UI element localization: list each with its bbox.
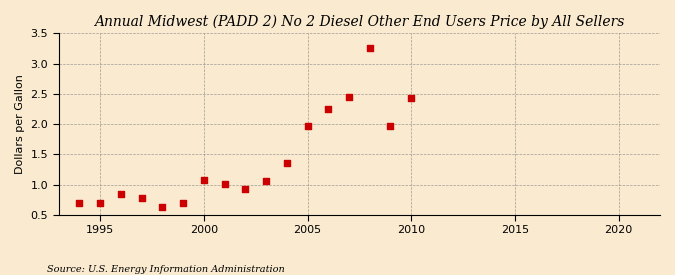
Point <box>198 178 209 183</box>
Point <box>157 205 168 209</box>
Point <box>364 46 375 50</box>
Point <box>136 196 147 201</box>
Point <box>240 187 250 192</box>
Point <box>406 96 416 100</box>
Point <box>219 182 230 186</box>
Point <box>323 107 333 111</box>
Y-axis label: Dollars per Gallon: Dollars per Gallon <box>15 74 25 174</box>
Point <box>385 124 396 128</box>
Point <box>74 200 85 205</box>
Point <box>115 192 126 196</box>
Point <box>281 161 292 166</box>
Point <box>95 200 105 205</box>
Point <box>302 124 313 128</box>
Point <box>344 95 354 99</box>
Point <box>178 200 188 205</box>
Text: Source: U.S. Energy Information Administration: Source: U.S. Energy Information Administ… <box>47 265 285 274</box>
Point <box>261 179 271 183</box>
Title: Annual Midwest (PADD 2) No 2 Diesel Other End Users Price by All Sellers: Annual Midwest (PADD 2) No 2 Diesel Othe… <box>95 15 624 29</box>
